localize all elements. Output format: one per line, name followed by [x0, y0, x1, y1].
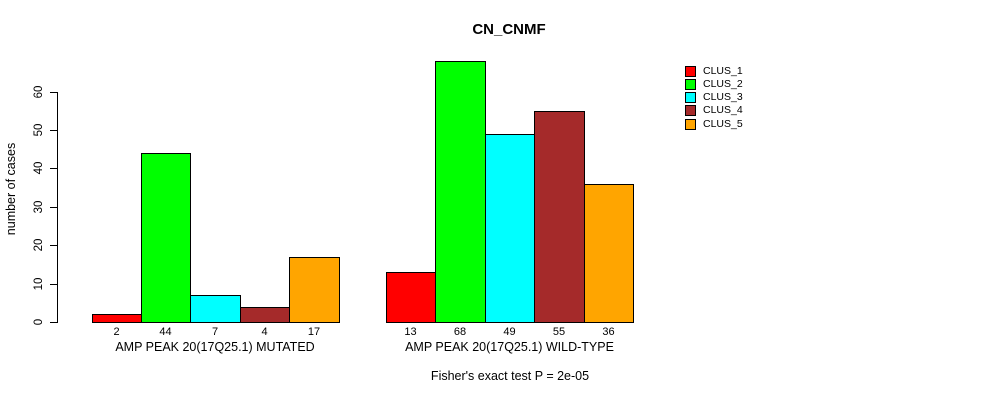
y-axis-tick	[50, 283, 57, 285]
bar-value-label: 44	[159, 326, 172, 338]
bar-value-label: 68	[453, 326, 467, 338]
y-axis-tick	[50, 206, 57, 208]
legend-label: CLUS_1	[703, 64, 743, 77]
y-axis-tick	[50, 322, 57, 323]
y-axis-title: number of cases	[4, 142, 18, 236]
legend-label: CLUS_5	[703, 117, 743, 130]
y-axis-line	[57, 91, 58, 323]
bar-clus_3-group2	[485, 134, 535, 323]
y-axis-tick-label: 10	[32, 277, 45, 290]
bar-value-label: 36	[602, 326, 615, 338]
y-axis-tick	[50, 168, 57, 170]
bar-value-label: 2	[113, 326, 120, 338]
y-axis-tick-label: 0	[32, 318, 45, 326]
bar-clus_2-group1	[141, 153, 191, 323]
bar-clus_3-group1	[190, 295, 241, 323]
y-axis-tick	[50, 91, 57, 93]
bar-value-label: 4	[261, 326, 268, 338]
bar-clus_1-group2	[386, 272, 436, 323]
bar-clus_5-group2	[584, 184, 634, 323]
bar-value-label: 7	[211, 326, 219, 338]
group-label: AMP PEAK 20(17Q25.1) MUTATED	[115, 340, 315, 354]
legend-swatch-clus_3	[685, 92, 696, 104]
bar-value-label: 55	[552, 326, 566, 338]
y-axis-tick-label: 60	[32, 85, 45, 98]
bar-value-label: 13	[404, 326, 417, 338]
bar-clus_2-group2	[435, 61, 486, 323]
y-axis-tick-label: 30	[32, 200, 45, 214]
y-axis-tick	[50, 130, 57, 131]
bar-clus_4-group1	[240, 307, 290, 323]
bar-clus_5-group1	[289, 257, 340, 323]
legend-swatch-clus_4	[685, 105, 696, 117]
bar-value-label: 17	[307, 326, 321, 338]
group-label: AMP PEAK 20(17Q25.1) WILD-TYPE	[405, 340, 614, 354]
legend-swatch-clus_2	[685, 78, 696, 90]
legend-label: CLUS_4	[703, 104, 743, 117]
bar-clus_4-group2	[534, 111, 585, 323]
legend-swatch-clus_5	[685, 118, 696, 130]
y-axis-tick	[50, 245, 57, 247]
legend-swatch-clus_1	[685, 65, 696, 77]
y-axis-tick-label: 40	[32, 161, 45, 175]
chart-title: CN_CNMF	[472, 21, 546, 38]
legend-label: CLUS_2	[703, 77, 743, 90]
legend-label: CLUS_3	[703, 91, 743, 104]
y-axis-tick-label: 50	[32, 123, 45, 137]
bar-clus_1-group1	[92, 314, 142, 323]
y-axis-tick-label: 20	[32, 238, 45, 252]
fisher-test-annotation: Fisher's exact test P = 2e-05	[430, 369, 590, 383]
bar-value-label: 49	[503, 326, 516, 338]
